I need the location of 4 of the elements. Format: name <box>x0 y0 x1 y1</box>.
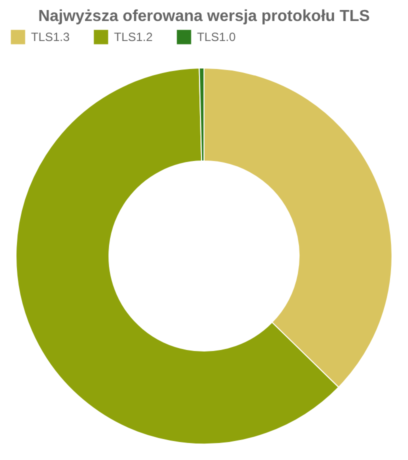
legend-label: TLS1.2 <box>114 30 154 44</box>
chart-title: Najwyższa oferowana wersja protokołu TLS <box>38 8 370 25</box>
legend-label: TLS1.3 <box>31 30 70 44</box>
legend-label: TLS1.0 <box>197 30 236 44</box>
